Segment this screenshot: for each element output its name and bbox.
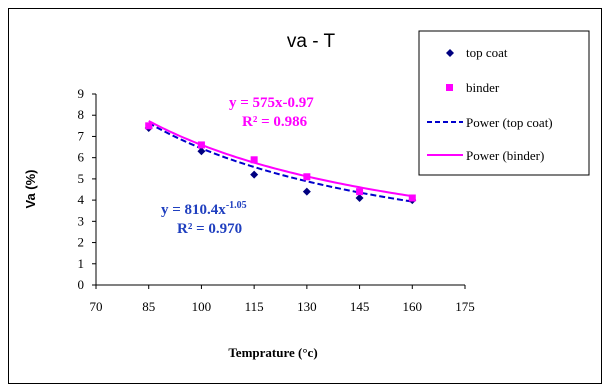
point-top-coat — [355, 193, 364, 202]
x-tick-label: 130 — [297, 299, 317, 314]
trendline-power-top-coat — [148, 122, 413, 203]
legend-label-binder: binder — [466, 80, 500, 95]
topcoat-r2: R² = 0.970 — [177, 221, 242, 237]
y-tick-label: 1 — [78, 256, 85, 271]
legend: top coat binder Power (top coat) Power (… — [418, 30, 590, 176]
legend-marker-top-coat — [446, 49, 454, 57]
legend-marker-binder — [446, 84, 453, 91]
y-tick-label: 9 — [78, 86, 85, 101]
point-binder — [145, 122, 153, 130]
y-tick-label: 0 — [78, 277, 85, 292]
y-tick-label: 5 — [78, 171, 85, 186]
y-ticks: 0 1 2 3 4 5 6 7 8 9 — [78, 86, 96, 292]
y-tick-label: 2 — [78, 235, 85, 250]
binder-r2: R² = 0.986 — [242, 114, 308, 130]
legend-label-power-binder: Power (binder) — [466, 148, 544, 163]
trendline-power-binder — [148, 120, 413, 198]
point-binder — [197, 141, 205, 149]
chart: va - T 0 1 2 3 4 5 6 7 8 9 70 85 100 115 130 145 160 175… — [23, 30, 590, 360]
y-tick-label: 4 — [78, 192, 85, 207]
x-axis-label: Temprature (°c) — [228, 345, 317, 360]
x-tick-label: 145 — [350, 299, 370, 314]
trendlines — [148, 120, 413, 203]
data-points — [144, 122, 417, 205]
x-tick-label: 115 — [245, 299, 264, 314]
point-binder — [408, 194, 416, 202]
y-tick-label: 8 — [78, 107, 85, 122]
x-tick-label: 175 — [455, 299, 475, 314]
legend-label-power-top-coat: Power (top coat) — [466, 115, 553, 130]
chart-title: va - T — [287, 31, 336, 52]
y-axis-label: Va (%) — [23, 169, 38, 208]
topcoat-equation-base: y = 810.4x — [161, 202, 226, 218]
x-tick-label: 70 — [90, 299, 103, 314]
y-tick-label: 6 — [78, 150, 85, 165]
chart-frame: va - T 0 1 2 3 4 5 6 7 8 9 70 85 100 115 130 145 160 175… — [8, 8, 602, 384]
x-tick-label: 100 — [192, 299, 212, 314]
binder-equation: y = 575x-0.97 — [229, 95, 314, 111]
point-binder — [303, 173, 311, 181]
topcoat-equation-exp: -1.05 — [226, 200, 247, 211]
y-tick-label: 3 — [78, 213, 85, 228]
legend-label-top-coat: top coat — [466, 45, 508, 60]
point-top-coat — [302, 187, 311, 196]
x-tick-label: 160 — [403, 299, 423, 314]
point-binder — [356, 188, 364, 196]
point-top-coat — [197, 147, 206, 156]
point-binder — [250, 156, 258, 164]
topcoat-equation: y = 810.4x-1.05 — [161, 200, 247, 218]
point-top-coat — [250, 170, 259, 179]
legend-box — [418, 30, 590, 176]
x-tick-label: 85 — [142, 299, 155, 314]
y-tick-label: 7 — [78, 128, 85, 143]
x-ticks: 70 85 100 115 130 145 160 175 — [90, 285, 475, 314]
